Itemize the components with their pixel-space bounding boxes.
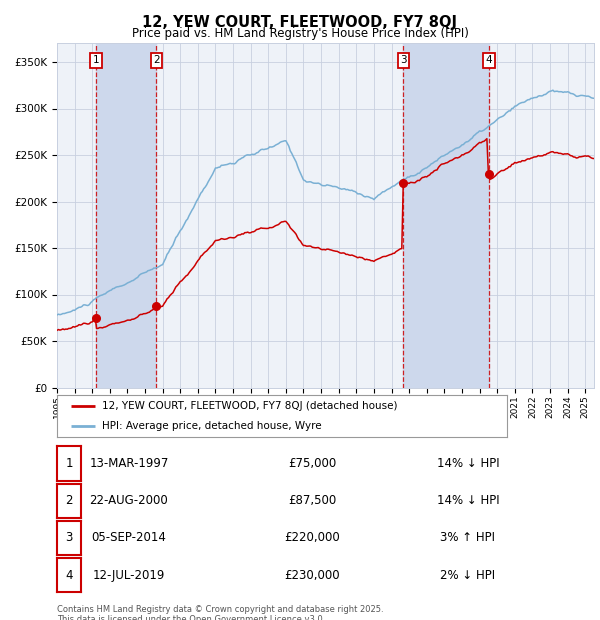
Text: 13-MAR-1997: 13-MAR-1997 xyxy=(89,457,169,470)
Text: Price paid vs. HM Land Registry's House Price Index (HPI): Price paid vs. HM Land Registry's House … xyxy=(131,27,469,40)
Text: £230,000: £230,000 xyxy=(284,569,340,582)
Text: Contains HM Land Registry data © Crown copyright and database right 2025.
This d: Contains HM Land Registry data © Crown c… xyxy=(57,604,383,620)
Text: 3: 3 xyxy=(400,55,407,66)
Text: 05-SEP-2014: 05-SEP-2014 xyxy=(92,531,166,544)
Text: 2: 2 xyxy=(153,55,160,66)
Text: 12-JUL-2019: 12-JUL-2019 xyxy=(93,569,165,582)
Text: £75,000: £75,000 xyxy=(288,457,336,470)
Bar xyxy=(403,43,489,388)
Text: 4: 4 xyxy=(65,569,73,582)
Text: £87,500: £87,500 xyxy=(288,494,336,507)
Text: 2% ↓ HPI: 2% ↓ HPI xyxy=(440,569,496,582)
Text: 22-AUG-2000: 22-AUG-2000 xyxy=(89,494,169,507)
Text: 1: 1 xyxy=(65,457,73,470)
Text: 2: 2 xyxy=(65,494,73,507)
Text: 3: 3 xyxy=(65,531,73,544)
Text: HPI: Average price, detached house, Wyre: HPI: Average price, detached house, Wyre xyxy=(102,421,322,431)
Text: 14% ↓ HPI: 14% ↓ HPI xyxy=(437,494,499,507)
Text: £220,000: £220,000 xyxy=(284,531,340,544)
Text: 1: 1 xyxy=(92,55,99,66)
Bar xyxy=(96,43,157,388)
Text: 4: 4 xyxy=(485,55,492,66)
Text: 12, YEW COURT, FLEETWOOD, FY7 8QJ: 12, YEW COURT, FLEETWOOD, FY7 8QJ xyxy=(143,16,458,30)
Text: 3% ↑ HPI: 3% ↑ HPI xyxy=(440,531,496,544)
Text: 12, YEW COURT, FLEETWOOD, FY7 8QJ (detached house): 12, YEW COURT, FLEETWOOD, FY7 8QJ (detac… xyxy=(102,401,398,411)
Text: 14% ↓ HPI: 14% ↓ HPI xyxy=(437,457,499,470)
